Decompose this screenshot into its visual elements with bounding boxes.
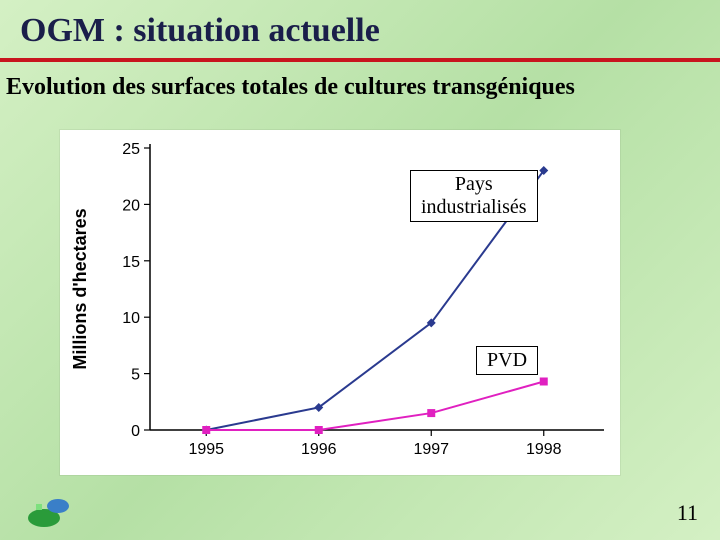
svg-text:25: 25 xyxy=(122,141,140,158)
svg-text:15: 15 xyxy=(122,254,140,271)
footer-logo-icon xyxy=(18,490,78,530)
chart-frame: 0 5 10 15 20 25 1995 1996 1997 1998 Millions d'hec… xyxy=(60,130,620,475)
svg-text:1998: 1998 xyxy=(526,441,562,458)
svg-text:5: 5 xyxy=(131,367,140,384)
series-label-pvd: PVD xyxy=(476,346,538,375)
series-label-industrialises: Paysindustrialisés xyxy=(410,170,538,222)
svg-text:20: 20 xyxy=(122,197,140,214)
svg-text:1997: 1997 xyxy=(413,441,449,458)
page-title: OGM : situation actuelle xyxy=(0,0,720,50)
svg-text:1996: 1996 xyxy=(301,441,337,458)
subtitle: Evolution des surfaces totales de cultur… xyxy=(0,62,720,101)
svg-text:Millions d'hectares: Millions d'hectares xyxy=(70,208,90,369)
page-number: 11 xyxy=(677,500,698,526)
svg-text:10: 10 xyxy=(122,310,140,327)
svg-text:1995: 1995 xyxy=(188,441,224,458)
svg-text:0: 0 xyxy=(131,423,140,440)
